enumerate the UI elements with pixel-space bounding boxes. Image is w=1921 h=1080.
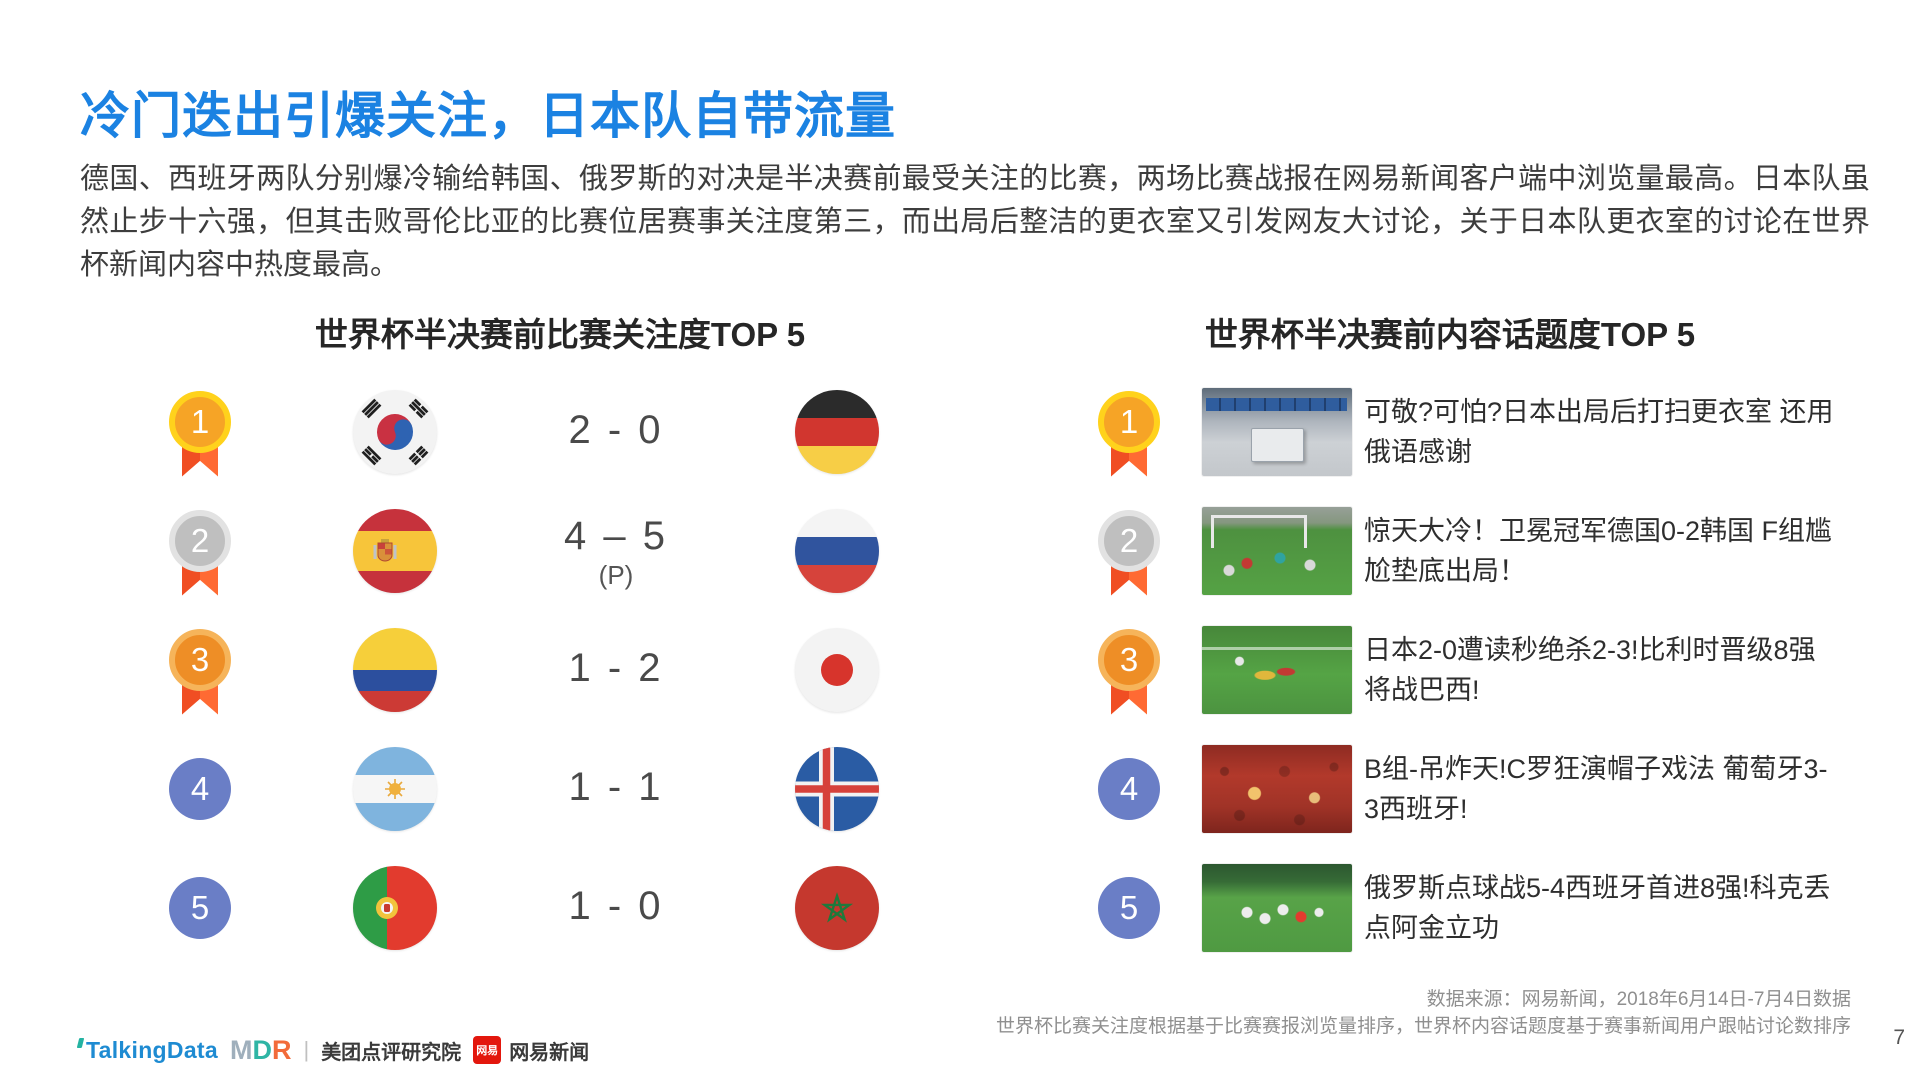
rank-number: 3: [169, 628, 231, 691]
rank-3-medal-icon: 3: [169, 628, 231, 715]
rank-number: 4: [1098, 757, 1160, 820]
talkingdata-wordmark: TalkingData: [86, 1036, 218, 1063]
portugal-flag-icon: [353, 865, 437, 950]
match-score: 1 - 2: [568, 645, 664, 690]
rank-number: 5: [169, 876, 231, 939]
colombia-flag-icon: [353, 627, 437, 712]
topic-row-1: 1 可敬?可怕?日本出局后打扫更衣室 还用俄语感谢: [1069, 372, 1844, 491]
rank-1-medal-icon: 1: [169, 390, 231, 477]
partner-logos: TalkingData MDR | 美团点评研究院 网易 网易新闻: [76, 1032, 590, 1068]
match-row-5: 5 1 - 0: [140, 848, 972, 967]
netease-logo-icon: 网易: [473, 1036, 502, 1064]
right-panel-title: 世界杯半决赛前内容话题度TOP 5: [1204, 316, 1696, 353]
argentina-flag-icon: [353, 746, 437, 831]
match-row-4: 4 1 - 1: [140, 729, 972, 848]
rank-number: 2: [1098, 509, 1160, 572]
news-photo-locker-room: [1201, 387, 1352, 476]
content-topic-list: 1 可敬?可怕?日本出局后打扫更衣室 还用俄语感谢 2 惊天大冷！卫冕冠军德国0…: [1069, 372, 1844, 967]
rank-2-medal-icon: 2: [1098, 509, 1160, 596]
match-score: 2 - 0: [568, 407, 664, 452]
news-photo-russia-celebration: [1201, 863, 1352, 952]
rank-number: 2: [169, 509, 231, 572]
topic-row-3: 3 日本2-0遭读秒绝杀2-3!比利时晋级8强将战巴西!: [1069, 610, 1844, 729]
meituan-dianping-institute-logo: 美团点评研究院: [321, 1041, 462, 1064]
rank-2-medal-icon: 2: [169, 509, 231, 596]
logo-divider: |: [303, 1037, 310, 1062]
data-source-note: 数据来源：网易新闻，2018年6月14日-7月4日数据 世界杯比赛关注度根据基于…: [996, 986, 1851, 1040]
rank-4-badge-icon: 4: [169, 757, 231, 820]
score-note: (P): [598, 559, 634, 590]
match-score: 1 - 0: [568, 883, 664, 928]
match-score: 1 - 1: [568, 764, 664, 809]
rank-number: 1: [169, 390, 231, 453]
morocco-flag-icon: [795, 865, 879, 950]
summary-paragraph: 德国、西班牙两队分别爆冷输给韩国、俄罗斯的对决是半决赛前最受关注的比赛，两场比赛…: [80, 163, 1870, 281]
rank-5-badge-icon: 5: [169, 876, 231, 939]
news-headline: 可敬?可怕?日本出局后打扫更衣室 还用俄语感谢: [1364, 396, 1834, 467]
rank-number: 3: [1098, 628, 1160, 691]
news-headline: 俄罗斯点球战5-4西班牙首进8强!科克丢点阿金立功: [1364, 872, 1831, 943]
germany-flag-icon: [795, 389, 879, 474]
data-source-line2: 世界杯比赛关注度根据基于比赛赛报浏览量排序，世界杯内容话题度基于赛事新闻用户跟帖…: [995, 1016, 1851, 1037]
news-headline: B组-吊炸天!C罗狂演帽子戏法 葡萄牙3-3西班牙!: [1364, 753, 1828, 824]
match-attention-list: 1: [140, 372, 972, 967]
match-row-3: 3 1 - 2: [140, 610, 972, 729]
news-headline: 日本2-0遭读秒绝杀2-3!比利时晋级8强将战巴西!: [1364, 634, 1816, 705]
news-photo-japan-belgium: [1201, 625, 1352, 714]
japan-flag-icon: [795, 627, 879, 712]
news-photo-germany-korea: [1201, 506, 1352, 595]
page-number: 7: [1893, 1026, 1905, 1049]
russia-flag-icon: [795, 508, 879, 593]
netease-news-wordmark: 网易新闻: [509, 1041, 590, 1064]
rank-1-medal-icon: 1: [1098, 390, 1160, 477]
talkingdata-tick-icon: [76, 1037, 85, 1048]
iceland-flag-icon: [795, 746, 879, 831]
match-row-1: 1: [140, 372, 972, 491]
rank-4-badge-icon: 4: [1098, 757, 1160, 820]
data-source-line1: 数据来源：网易新闻，2018年6月14日-7月4日数据: [1426, 989, 1851, 1010]
spain-flag-icon: [353, 508, 437, 593]
topic-row-5: 5 俄罗斯点球战5-4西班牙首进8强!科克丢点阿金立功: [1069, 848, 1844, 967]
rank-number: 1: [1098, 390, 1160, 453]
topic-row-4: 4 B组-吊炸天!C罗狂演帽子戏法 葡萄牙3-3西班牙!: [1069, 729, 1844, 848]
topic-row-2: 2 惊天大冷！卫冕冠军德国0-2韩国 F组尴尬垫底出局！: [1069, 491, 1844, 610]
mdr-logo: MDR: [229, 1034, 292, 1065]
news-headline: 惊天大冷！卫冕冠军德国0-2韩国 F组尴尬垫底出局！: [1364, 515, 1833, 586]
rank-5-badge-icon: 5: [1098, 876, 1160, 939]
south-korea-flag-icon: [353, 389, 437, 474]
rank-number: 5: [1098, 876, 1160, 939]
rank-3-medal-icon: 3: [1098, 628, 1160, 715]
match-score: 4 – 5: [564, 513, 668, 558]
talkingdata-logo: TalkingData: [76, 1036, 218, 1064]
news-photo-portugal-spain-fans: [1201, 744, 1352, 833]
rank-number: 4: [169, 757, 231, 820]
match-row-2: 2 4 – 5: [140, 491, 972, 610]
page-title: 冷门迭出引爆关注，日本队自带流量: [80, 88, 896, 144]
left-panel-title: 世界杯半决赛前比赛关注度TOP 5: [314, 316, 806, 353]
